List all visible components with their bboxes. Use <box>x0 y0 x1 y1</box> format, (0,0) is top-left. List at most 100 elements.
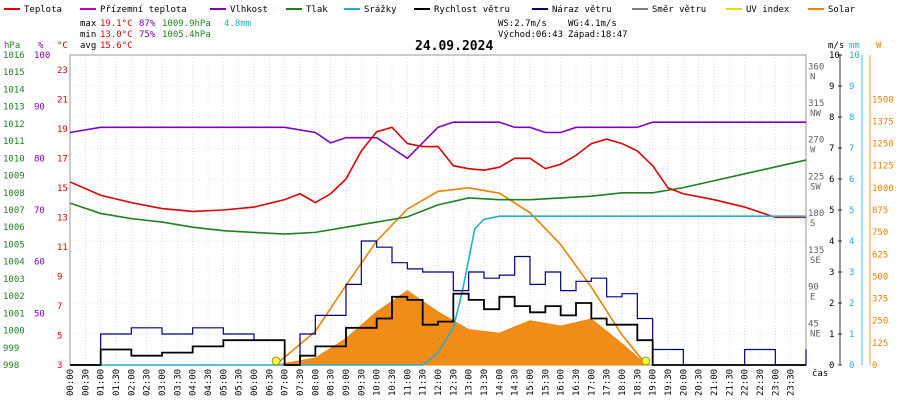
tick-x: 02:00 <box>127 369 137 396</box>
tick-x: 05:00 <box>219 369 229 396</box>
tick-x: 17:00 <box>587 369 597 396</box>
tick-x: 03:00 <box>158 369 168 396</box>
tick-ms: 5 <box>829 206 834 216</box>
tick-ms: 3 <box>829 268 834 278</box>
tick-degc: 13 <box>57 213 68 223</box>
tick-hpa: 1009 <box>3 172 25 182</box>
tick-hpa: 1007 <box>3 206 25 216</box>
tick-x: 08:30 <box>327 369 337 396</box>
legend-label-8: UV index <box>746 5 790 15</box>
tick-x: 20:30 <box>695 369 705 396</box>
tick-x: 06:00 <box>250 369 260 396</box>
tick-x: 21:30 <box>725 369 735 396</box>
min-label: min <box>80 30 96 40</box>
tick-x: 16:00 <box>557 369 567 396</box>
tick-mm: 1 <box>849 330 854 340</box>
tick-x: 23:30 <box>787 369 797 396</box>
tick-mm: 6 <box>849 175 854 185</box>
tick-degc: 9 <box>57 272 62 282</box>
grid <box>69 54 807 366</box>
tick-hpa: 1016 <box>3 51 25 61</box>
tick-x: 09:00 <box>342 369 352 396</box>
max-temp: 19.1°C <box>100 19 133 29</box>
tick-x: 13:00 <box>465 369 475 396</box>
tick-w: 125 <box>872 339 888 349</box>
tick-dir-deg: 270 <box>808 136 824 146</box>
sunset: Západ:18:47 <box>568 30 628 40</box>
tick-x: 15:00 <box>526 369 536 396</box>
tick-x: 12:30 <box>449 369 459 396</box>
tick-x: 10:00 <box>373 369 383 396</box>
tick-hpa: 1006 <box>3 223 25 233</box>
legend-label-9: Solar <box>828 5 856 15</box>
axis-units: hPa % °C m/s mm W čas <box>4 41 882 379</box>
legend-label-2: Vlhkost <box>230 5 268 15</box>
sunrise: Východ:06:43 <box>498 30 563 40</box>
tick-x: 20:00 <box>679 369 689 396</box>
tick-x: 00:30 <box>81 369 91 396</box>
tick-mm: 4 <box>849 237 854 247</box>
max-hum: 87% <box>139 19 156 29</box>
series-solar <box>275 290 648 366</box>
tick-x: 00:00 <box>66 369 76 396</box>
stats-block: max 19.1°C 87% 1009.9hPa 4.8mm min 13.0°… <box>80 19 628 51</box>
legend: Teplota Přízemní teplota Vlhkost Tlak Srážky… <box>4 5 856 15</box>
min-hum: 75% <box>139 30 156 40</box>
tick-x: 18:00 <box>618 369 628 396</box>
tick-x: 17:30 <box>603 369 613 396</box>
avg-temp: 15.6°C <box>100 41 133 51</box>
unit-w: W <box>876 41 882 51</box>
max-label: max <box>80 19 97 29</box>
tick-mm: 8 <box>849 113 854 123</box>
tick-ms: 0 <box>829 361 834 371</box>
tick-w: 625 <box>872 250 888 260</box>
axes: 9989991000100110021003100410051006100710… <box>3 51 894 396</box>
tick-ms: 2 <box>829 299 834 309</box>
tick-x: 01:30 <box>112 369 122 396</box>
tick-dir-deg: 315 <box>808 99 824 109</box>
tick-x: 04:00 <box>189 369 199 396</box>
wind-speed-stat: WS:2.7m/s <box>498 19 547 29</box>
tick-hpa: 1000 <box>3 327 25 337</box>
tick-hpa: 1014 <box>3 85 25 95</box>
rain-total: 4.8mm <box>224 19 251 29</box>
tick-dir-deg: 225 <box>808 172 824 182</box>
tick-ms: 1 <box>829 330 834 340</box>
tick-x: 23:00 <box>771 369 781 396</box>
tick-x: 07:00 <box>281 369 291 396</box>
tick-hpa: 1011 <box>3 137 25 147</box>
tick-x: 05:30 <box>235 369 245 396</box>
tick-x: 07:30 <box>296 369 306 396</box>
tick-mm: 7 <box>849 144 854 154</box>
tick-dir-lbl: SW <box>810 182 821 192</box>
tick-hpa: 1015 <box>3 68 25 78</box>
tick-dir-deg: 90 <box>808 283 819 293</box>
tick-mm: 10 <box>849 51 860 61</box>
max-press: 1009.9hPa <box>162 19 211 29</box>
min-press: 1005.4hPa <box>162 30 211 40</box>
tick-x: 22:30 <box>756 369 766 396</box>
tick-x: 01:00 <box>97 369 107 396</box>
tick-mm: 2 <box>849 299 854 309</box>
tick-x: 13:30 <box>480 369 490 396</box>
tick-x: 22:00 <box>741 369 751 396</box>
tick-x: 21:00 <box>710 369 720 396</box>
tick-ms: 6 <box>829 175 834 185</box>
series-temperature <box>69 126 806 219</box>
tick-w: 1125 <box>872 162 894 172</box>
unit-degc: °C <box>57 41 68 51</box>
tick-w: 0 <box>872 361 877 371</box>
tick-dir-lbl: NE <box>810 329 821 339</box>
wind-gust-stat: WG:4.1m/s <box>568 19 617 29</box>
unit-ms: m/s <box>828 41 844 51</box>
tick-dir-lbl: S <box>810 219 815 229</box>
tick-x: 14:00 <box>495 369 505 396</box>
chart-title: 24.09.2024 <box>415 39 493 54</box>
plot-area <box>69 121 807 366</box>
tick-pct: 80 <box>34 154 45 164</box>
tick-hpa: 999 <box>3 344 19 354</box>
tick-hpa: 1013 <box>3 103 25 113</box>
tick-dir-deg: 360 <box>808 62 824 72</box>
tick-pct: 90 <box>34 103 45 113</box>
unit-cas: čas <box>812 368 828 379</box>
